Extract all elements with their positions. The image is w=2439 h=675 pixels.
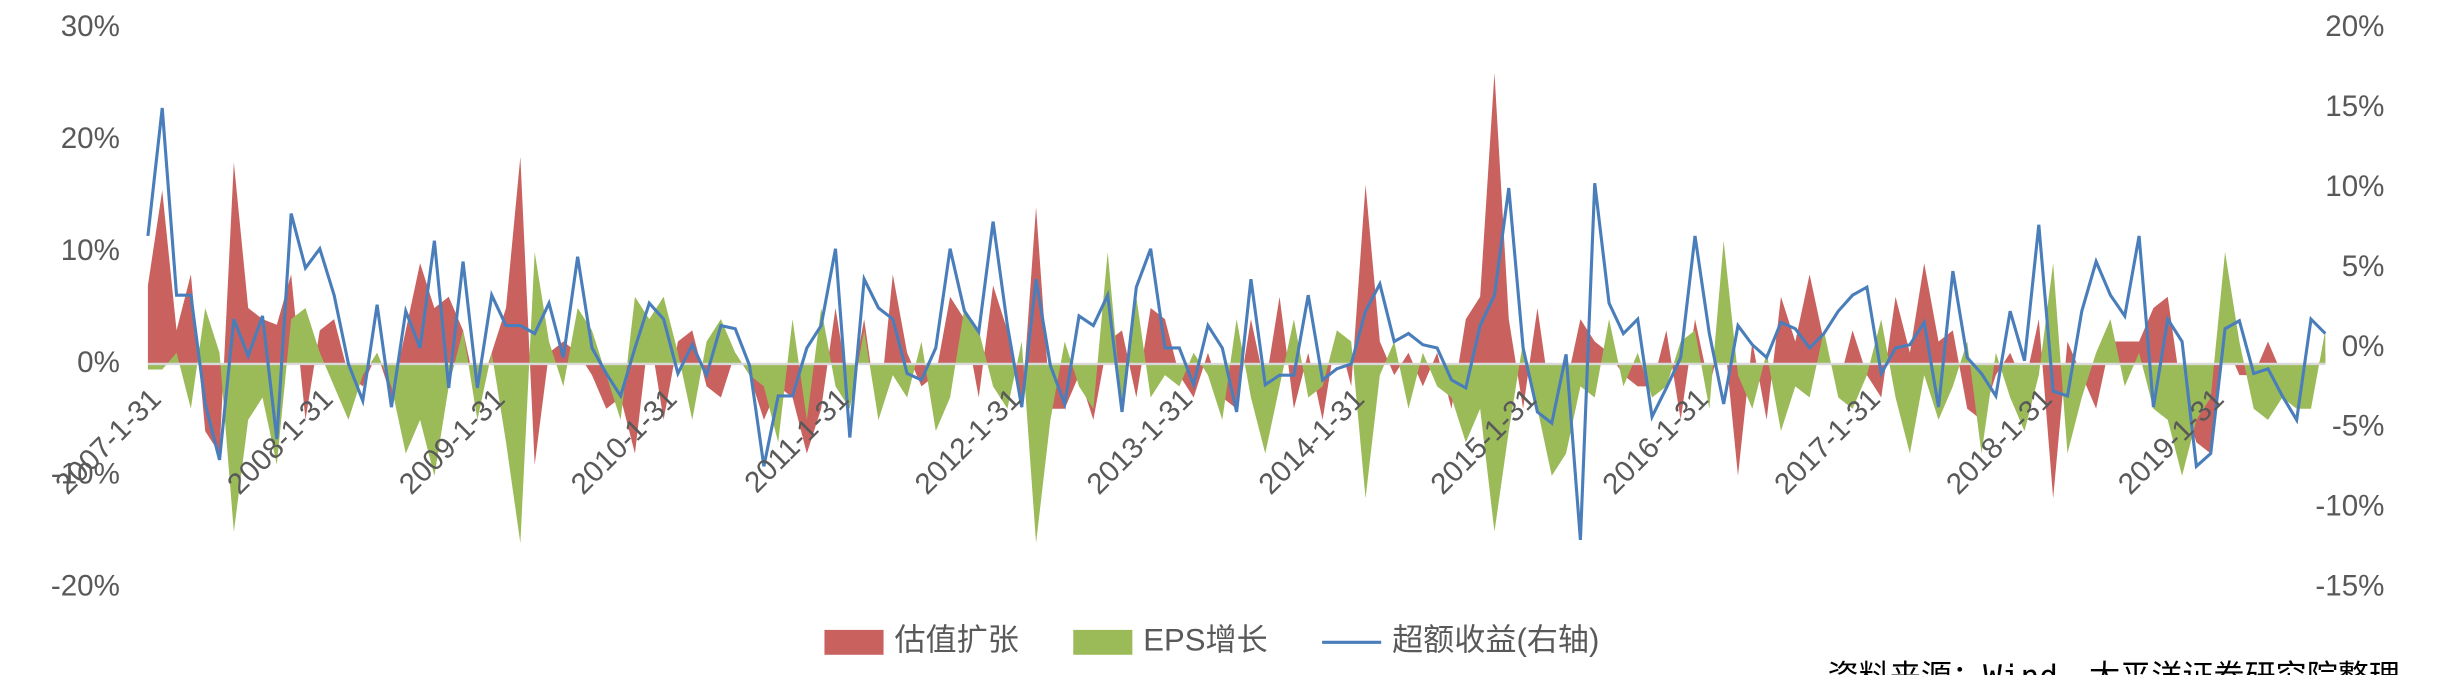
x-tick-label: 2013-1-31 <box>1081 382 1200 501</box>
y2-tick-label: 0% <box>2342 330 2385 363</box>
y2-tick-label: -15% <box>2315 570 2384 603</box>
x-tick-label: 2016-1-31 <box>1596 382 1715 501</box>
line <box>146 107 2327 541</box>
y2-tick-label: 10% <box>2325 170 2384 203</box>
y-tick-label: 0% <box>77 346 120 379</box>
x-tick-label: 2018-1-31 <box>1940 382 2059 501</box>
legend-label: EPS增长 <box>1143 623 1267 658</box>
y2-tick-label: 15% <box>2325 90 2384 123</box>
y2-tick-label: 20% <box>2325 10 2384 43</box>
legend-swatch <box>824 629 884 655</box>
y-tick-label: 10% <box>61 234 120 267</box>
legend-label: 估值扩张 <box>894 623 1018 658</box>
legend-item: EPS增长 <box>1073 623 1268 658</box>
legend-label: 超额收益(右轴) <box>1392 623 1599 658</box>
legend-swatch <box>1073 629 1133 655</box>
y2-tick-label: -5% <box>2332 410 2385 443</box>
legend-item: 估值扩张 <box>824 623 1019 658</box>
y-tick-label: 30% <box>61 10 120 43</box>
y2-tick-label: -10% <box>2315 490 2384 523</box>
x-tick-label: 2012-1-31 <box>909 382 1028 501</box>
y2-tick-label: 5% <box>2342 250 2385 283</box>
y-tick-label: -20% <box>51 570 120 603</box>
y-tick-label: 20% <box>61 122 120 155</box>
y-tick-label: -10% <box>51 458 120 491</box>
source-note: 资料来源：Wind，太平洋证券研究院整理 <box>1828 659 2400 675</box>
legend-item: 超额收益(右轴) <box>1322 623 1599 658</box>
